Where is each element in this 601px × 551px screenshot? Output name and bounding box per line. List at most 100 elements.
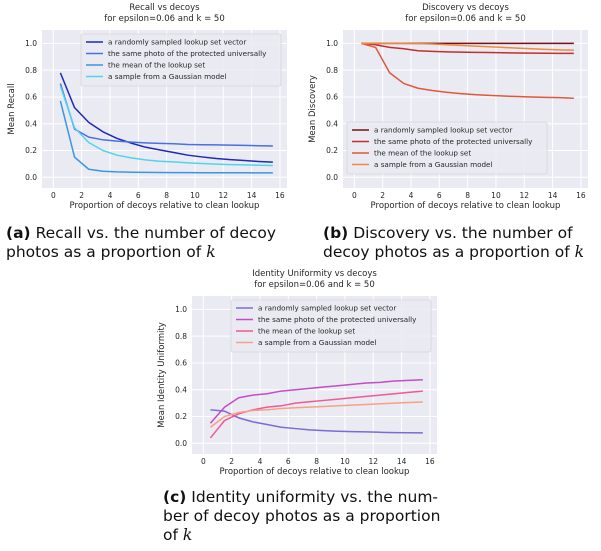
- legend-label: a randomly sampled lookup set vector: [108, 38, 246, 47]
- y-tick-label: 0.6: [326, 93, 338, 102]
- chart-subtitle: for epsilon=0.06 and k = 50: [405, 14, 525, 24]
- series-line: [210, 409, 423, 434]
- legend-box: [346, 121, 548, 175]
- legend-box: [80, 33, 282, 87]
- legend-label: the mean of the lookup set: [258, 327, 355, 336]
- x-tick-label: 4: [258, 457, 263, 466]
- series-line: [209, 401, 423, 428]
- series-line: [361, 42, 574, 55]
- x-tick-label: 4: [108, 191, 113, 200]
- caption-c-label: (c): [163, 488, 187, 506]
- x-tick-label: 0: [352, 191, 357, 200]
- legend-label: the same photo of the protected universa…: [108, 49, 267, 58]
- y-axis-label: Mean Recall: [7, 83, 17, 134]
- x-tick-label: 8: [164, 191, 169, 200]
- y-tick-label: 0.2: [25, 146, 37, 155]
- y-tick-label: 0.4: [326, 119, 338, 128]
- caption-a-line2: photos as a proportion of: [6, 243, 202, 261]
- caption-a-var: k: [206, 243, 216, 261]
- caption-a-line1: Recall vs. the number of decoy: [35, 224, 277, 242]
- x-tick-label: 6: [286, 457, 291, 466]
- caption-c-line1: Identity uniformity vs. the num-: [191, 488, 439, 506]
- x-tick-label: 0: [201, 457, 206, 466]
- caption-b-line1: Discovery vs. the number of: [353, 224, 573, 242]
- discovery-chart: 0.0 0.2 0.4 0.6 0.8 1.0 0 2 4 6 8 10 12 14 16 Discovery…: [308, 3, 588, 211]
- caption-c-line3: of: [163, 526, 178, 544]
- series-line: [361, 42, 574, 100]
- x-tick-label: 16: [425, 457, 435, 466]
- x-tick-label: 0: [51, 191, 56, 200]
- series-line: [209, 378, 423, 424]
- x-tick-label: 2: [79, 191, 84, 200]
- chart-panel-discovery: 0.0 0.2 0.4 0.6 0.8 1.0 0 2 4 6 8 10 12 14 16 Discovery…: [301, 0, 601, 215]
- chart-panel-identity-uniformity: 0.0 0.2 0.4 0.6 0.8 1.0 0 2 4 6 8 10 12 14 16 Identity …: [150, 266, 450, 481]
- recall-chart: 0.0 0.2 0.4 0.6 0.8 1.0 0 2 4 6 8 10 12 14 16 Recall vs…: [7, 3, 287, 211]
- x-tick-label: 4: [409, 191, 414, 200]
- series-line: [59, 85, 273, 167]
- legend-label: the mean of the lookup set: [108, 61, 205, 70]
- x-axis-label: Proportion of decoys relative to clean l…: [371, 201, 561, 211]
- x-tick-label: 12: [519, 191, 529, 200]
- series-line: [59, 100, 273, 174]
- y-tick-label: 0.0: [25, 173, 37, 182]
- x-axis-label: Proportion of decoys relative to clean l…: [70, 201, 260, 211]
- chart-title: Identity Uniformity vs decoys: [252, 269, 377, 279]
- y-tick-label: 0.8: [175, 332, 187, 341]
- x-tick-label: 2: [229, 457, 234, 466]
- legend-label: the same photo of the protected universa…: [258, 315, 417, 324]
- legend-label: the mean of the lookup set: [374, 149, 471, 158]
- y-tick-label: 1.0: [25, 39, 37, 48]
- x-tick-label: 10: [190, 191, 200, 200]
- x-tick-label: 14: [548, 191, 558, 200]
- x-tick-label: 10: [491, 191, 501, 200]
- legend-label: a randomly sampled lookup set vector: [374, 126, 512, 135]
- caption-a: (a) Recall vs. the number of decoy photo…: [6, 224, 296, 262]
- caption-a-label: (a): [6, 224, 31, 242]
- caption-c-line2: ber of decoy photos as a proportion: [163, 507, 441, 525]
- x-tick-label: 12: [368, 457, 378, 466]
- chart-subtitle: for epsilon=0.06 and k = 50: [104, 14, 224, 24]
- y-tick-label: 0.6: [175, 359, 187, 368]
- chart-title: Recall vs decoys: [129, 3, 200, 13]
- legend-label: a randomly sampled lookup set vector: [258, 304, 396, 313]
- x-tick-label: 6: [437, 191, 442, 200]
- y-tick-label: 0.2: [326, 146, 338, 155]
- chart-title: Discovery vs decoys: [422, 3, 509, 13]
- y-tick-label: 0.0: [175, 439, 187, 448]
- y-axis-label: Mean Discovery: [308, 75, 318, 143]
- chart-subtitle: for epsilon=0.06 and k = 50: [254, 280, 374, 290]
- y-tick-label: 0.2: [175, 412, 187, 421]
- caption-c-var: k: [182, 526, 193, 544]
- y-tick-label: 0.6: [25, 93, 37, 102]
- x-tick-label: 8: [314, 457, 319, 466]
- x-tick-label: 10: [340, 457, 350, 466]
- x-tick-label: 14: [397, 457, 407, 466]
- legend-label: a sample from a Gaussian model: [258, 338, 376, 347]
- series-line: [59, 72, 273, 163]
- y-tick-label: 0.8: [25, 66, 37, 75]
- caption-b: (b) Discovery vs. the number of decoy ph…: [323, 224, 601, 262]
- x-tick-label: 6: [136, 191, 141, 200]
- identity-uniformity-chart: 0.0 0.2 0.4 0.6 0.8 1.0 0 2 4 6 8 10 12 14 16 Identity …: [157, 269, 437, 477]
- y-tick-label: 1.0: [326, 39, 338, 48]
- x-tick-label: 14: [247, 191, 257, 200]
- chart-panel-recall: 0.0 0.2 0.4 0.6 0.8 1.0 0 2 4 6 8 10 12 14 16 Recall vs…: [0, 0, 300, 215]
- legend-label: a sample from a Gaussian model: [108, 72, 226, 81]
- x-tick-label: 12: [218, 191, 228, 200]
- legend-label: a sample from a Gaussian model: [374, 160, 492, 169]
- x-tick-label: 16: [576, 191, 586, 200]
- caption-b-label: (b): [323, 224, 349, 242]
- y-tick-label: 0.8: [326, 66, 338, 75]
- legend-box: [230, 299, 432, 353]
- x-tick-label: 8: [465, 191, 470, 200]
- y-tick-label: 1.0: [175, 305, 187, 314]
- x-axis-label: Proportion of decoys relative to clean l…: [220, 467, 410, 477]
- y-tick-label: 0.4: [175, 385, 187, 394]
- caption-c: (c) Identity uniformity vs. the num- ber…: [163, 488, 448, 545]
- y-tick-label: 0.4: [25, 119, 37, 128]
- y-axis-label: Mean Identity Uniformity: [157, 322, 167, 428]
- caption-b-line2: decoy photos as a proportion of: [323, 243, 570, 261]
- series-line: [59, 83, 273, 147]
- y-tick-label: 0.0: [326, 173, 338, 182]
- x-tick-label: 16: [275, 191, 285, 200]
